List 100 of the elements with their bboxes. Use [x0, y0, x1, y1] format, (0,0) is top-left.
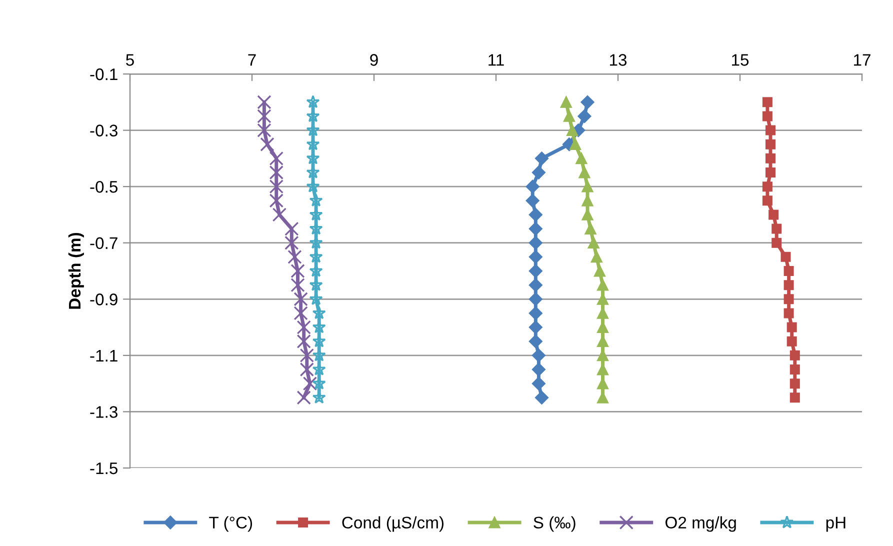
point — [284, 236, 299, 250]
point — [309, 194, 323, 207]
point — [784, 266, 794, 276]
point — [528, 292, 542, 306]
y-tick-label: -1.5 — [90, 462, 118, 474]
x-tick-label: 13 — [610, 54, 627, 66]
point — [306, 95, 320, 108]
x-tick-label: 7 — [248, 54, 256, 66]
point — [284, 222, 299, 236]
point — [269, 151, 284, 166]
point — [784, 294, 794, 304]
point — [578, 166, 590, 178]
point — [300, 362, 314, 377]
point — [535, 152, 548, 166]
point — [772, 224, 782, 234]
point — [528, 320, 542, 334]
point — [257, 109, 272, 124]
point — [269, 165, 284, 180]
point — [528, 208, 542, 222]
x-tick-label: 11 — [488, 54, 504, 66]
point — [296, 334, 311, 348]
x-tick-label: 17 — [854, 54, 870, 66]
point — [560, 96, 572, 108]
point — [780, 252, 791, 262]
point — [762, 111, 772, 122]
legend-label: pH — [826, 516, 846, 532]
point — [260, 137, 274, 152]
point — [528, 250, 542, 264]
point — [269, 179, 284, 194]
y-tick-label: -0.3 — [90, 124, 118, 136]
point — [594, 265, 606, 277]
point — [766, 168, 776, 178]
point — [290, 278, 305, 292]
point — [290, 264, 305, 278]
point — [526, 194, 540, 208]
point — [535, 390, 548, 404]
point — [590, 251, 602, 263]
point — [528, 236, 542, 250]
point — [532, 362, 546, 376]
point — [302, 376, 318, 391]
point — [766, 139, 776, 150]
point — [528, 334, 542, 348]
point — [257, 95, 272, 110]
point — [762, 196, 772, 206]
point — [766, 125, 776, 136]
legend-label: T (°C) — [209, 516, 252, 532]
point — [784, 280, 794, 290]
point — [296, 320, 311, 334]
point — [790, 392, 800, 403]
legend-label: S (‰) — [534, 516, 576, 532]
point — [272, 208, 287, 222]
point — [528, 222, 542, 236]
point — [532, 348, 546, 362]
point — [294, 292, 308, 306]
point — [768, 210, 779, 220]
point — [762, 97, 772, 108]
point — [528, 306, 542, 320]
point — [582, 180, 594, 192]
point — [269, 194, 284, 208]
point — [566, 124, 578, 136]
y-axis-title: Depth (m) — [68, 232, 84, 309]
point — [584, 223, 596, 234]
point — [588, 237, 600, 249]
point — [576, 152, 588, 164]
point — [528, 278, 542, 292]
point — [300, 348, 314, 363]
legend-label: O2 mg/kg — [666, 516, 736, 532]
point — [790, 378, 800, 389]
point — [766, 153, 776, 164]
point — [564, 110, 575, 122]
y-tick-label: -0.5 — [90, 180, 118, 193]
x-tick-label: 9 — [370, 54, 378, 66]
legend-label: Cond (µS/cm) — [342, 516, 444, 532]
x-tick-label: 5 — [126, 54, 134, 66]
point — [580, 95, 594, 109]
point — [257, 123, 272, 138]
y-tick-label: -0.7 — [90, 237, 118, 250]
point — [784, 308, 794, 318]
point — [532, 376, 546, 390]
y-tick-label: -1.3 — [90, 406, 118, 418]
y-tick-label: -1.1 — [90, 350, 118, 362]
point — [786, 322, 797, 332]
point — [312, 306, 326, 320]
point — [570, 138, 581, 150]
point — [578, 109, 592, 123]
point — [790, 364, 800, 374]
point — [296, 390, 311, 405]
point — [526, 180, 540, 194]
point — [790, 350, 800, 360]
point — [597, 279, 608, 291]
point — [762, 182, 772, 192]
point — [786, 336, 797, 346]
point — [528, 264, 542, 278]
x-tick-label: 15 — [732, 54, 749, 66]
y-tick-label: -0.1 — [90, 68, 118, 80]
y-tick-label: -0.9 — [90, 294, 118, 306]
point — [294, 306, 308, 320]
point — [532, 166, 546, 180]
point — [288, 250, 302, 264]
point — [772, 238, 782, 248]
